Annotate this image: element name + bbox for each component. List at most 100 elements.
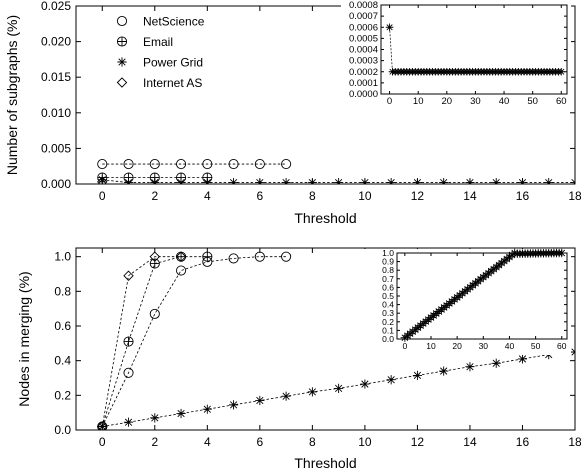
- data-point: [491, 177, 501, 184]
- data-point: [334, 177, 344, 184]
- data-point: [123, 367, 134, 378]
- legend-label: Power Grid: [143, 56, 203, 70]
- inset-y-tick-label: 0.5: [382, 291, 394, 301]
- data-point: [570, 177, 575, 184]
- x-tick-label: 2: [151, 189, 158, 203]
- legend-item: Internet AS: [116, 76, 202, 90]
- x-tick-label: 14: [463, 189, 477, 203]
- inset-x-tick-label: 60: [557, 341, 567, 351]
- x-axis-label: Threshold: [294, 455, 356, 468]
- legend: NetScience Email Power Grid Internet AS: [116, 15, 205, 90]
- inset-chart: 0 10 20 30 40 50 60 0.00.10.20.30.40.50.60.70.8…: [357, 248, 571, 355]
- x-tick-label: 0: [99, 435, 106, 449]
- inset-x-tick-label: 0: [387, 96, 392, 107]
- chart-panel-2: 0 2 4 6 8 10 12 14 16 18 0.0 0.2 0.4 0.6 0.8 1.0 Thresho…: [16, 247, 581, 468]
- y-tick-label: 0.8: [54, 284, 71, 298]
- data-point: [175, 251, 187, 262]
- data-point: [255, 395, 265, 406]
- data-point: [412, 177, 423, 184]
- data-point: [465, 362, 475, 372]
- data-point: [254, 251, 265, 262]
- data-point: [123, 417, 134, 427]
- data-point: [97, 421, 107, 430]
- data-point: [123, 336, 134, 347]
- data-point: [307, 177, 317, 184]
- legend-diamond-icon: [116, 77, 128, 88]
- y-tick-label: 0.0: [54, 423, 71, 437]
- y-tick-label: 0.000: [41, 177, 71, 191]
- x-tick-label: 6: [256, 189, 263, 203]
- y-tick-label: 1.0: [54, 250, 71, 264]
- inset-y-tick-label: 0.2: [382, 317, 394, 327]
- data-point: [123, 177, 134, 184]
- inset-x-tick-label: 20: [442, 96, 453, 107]
- data-point: [149, 258, 160, 269]
- series-internet-as: [97, 176, 108, 184]
- x-tick-label: 10: [358, 435, 372, 449]
- x-tick-label: 16: [516, 189, 530, 203]
- legend-label: NetScience: [143, 15, 205, 29]
- data-point: [360, 379, 370, 389]
- data-point: [281, 159, 292, 170]
- inset-y-tick-label: 0.0006: [349, 22, 378, 33]
- inset-y-tick-label: 0.0004: [349, 45, 378, 56]
- data-point: [439, 366, 449, 376]
- inset-y-tick-label: 0.0007: [349, 11, 378, 22]
- legend-circle-plus-icon: [116, 36, 128, 47]
- data-point: [491, 358, 501, 368]
- inset-x-tick-label: 60: [556, 96, 567, 107]
- inset-x-tick-label: 20: [452, 341, 462, 351]
- inset-x-tick-label: 50: [531, 341, 541, 351]
- data-point: [97, 176, 108, 184]
- data-point: [228, 400, 239, 410]
- legend-label: Internet AS: [143, 76, 202, 90]
- inset-series-power-grid: [400, 248, 566, 342]
- data-point: [412, 370, 423, 380]
- inset-chart: 0 10 20 30 40 50 600.00000.00010.00020.00030.0…: [341, 0, 571, 110]
- data-point: [228, 177, 239, 184]
- inset-x-tick-label: 50: [527, 96, 538, 107]
- y-tick-label: 0.6: [54, 319, 71, 333]
- x-tick-label: 12: [411, 189, 425, 203]
- x-tick-label: 12: [411, 435, 425, 449]
- x-tick-label: 4: [204, 435, 211, 449]
- legend-label: Email: [143, 35, 173, 49]
- x-tick-label: 16: [516, 435, 530, 449]
- inset-series-power-grid: [385, 23, 566, 76]
- data-point: [439, 177, 449, 184]
- data-point: [150, 413, 160, 423]
- data-point: [97, 175, 107, 184]
- data-point: [517, 354, 528, 364]
- chart-panel-1: 0 2 4 6 8 10 12 14 16 18 0.000 0.005 0.010 0.015 0.020…: [4, 0, 581, 226]
- data-point: [544, 177, 554, 184]
- inset-data-point: [557, 248, 566, 258]
- data-point: [149, 251, 161, 262]
- series-netscience: [97, 159, 292, 170]
- data-point: [176, 159, 187, 170]
- inset-y-tick-label: 0.7: [382, 274, 394, 284]
- series-power-grid: [97, 347, 575, 430]
- data-point: [149, 159, 160, 170]
- inset-x-tick-label: 10: [413, 96, 424, 107]
- y-tick-label: 0.2: [54, 388, 71, 402]
- data-point: [202, 251, 213, 262]
- inset-y-tick-label: 0.0005: [349, 33, 378, 44]
- inset-y-tick-label: 0.1: [382, 325, 394, 335]
- x-tick-label: 2: [151, 435, 158, 449]
- data-point: [176, 265, 187, 276]
- data-point: [386, 375, 396, 385]
- series-area: [97, 159, 575, 184]
- inset-y-tick-label: 0.0003: [349, 56, 378, 67]
- data-point: [202, 177, 212, 184]
- y-tick-label: 0.020: [41, 35, 71, 49]
- y-axis-label: Nodes in merging (%): [16, 271, 32, 406]
- inset-data-point: [557, 67, 566, 76]
- data-point: [123, 270, 134, 281]
- data-point: [176, 177, 186, 184]
- y-tick-label: 0.005: [41, 141, 71, 155]
- y-tick-label: 0.4: [54, 354, 71, 368]
- y-tick-label: 0.015: [41, 70, 71, 84]
- series-email: [97, 251, 213, 430]
- inset-y-tick-label: 0.6: [382, 282, 394, 292]
